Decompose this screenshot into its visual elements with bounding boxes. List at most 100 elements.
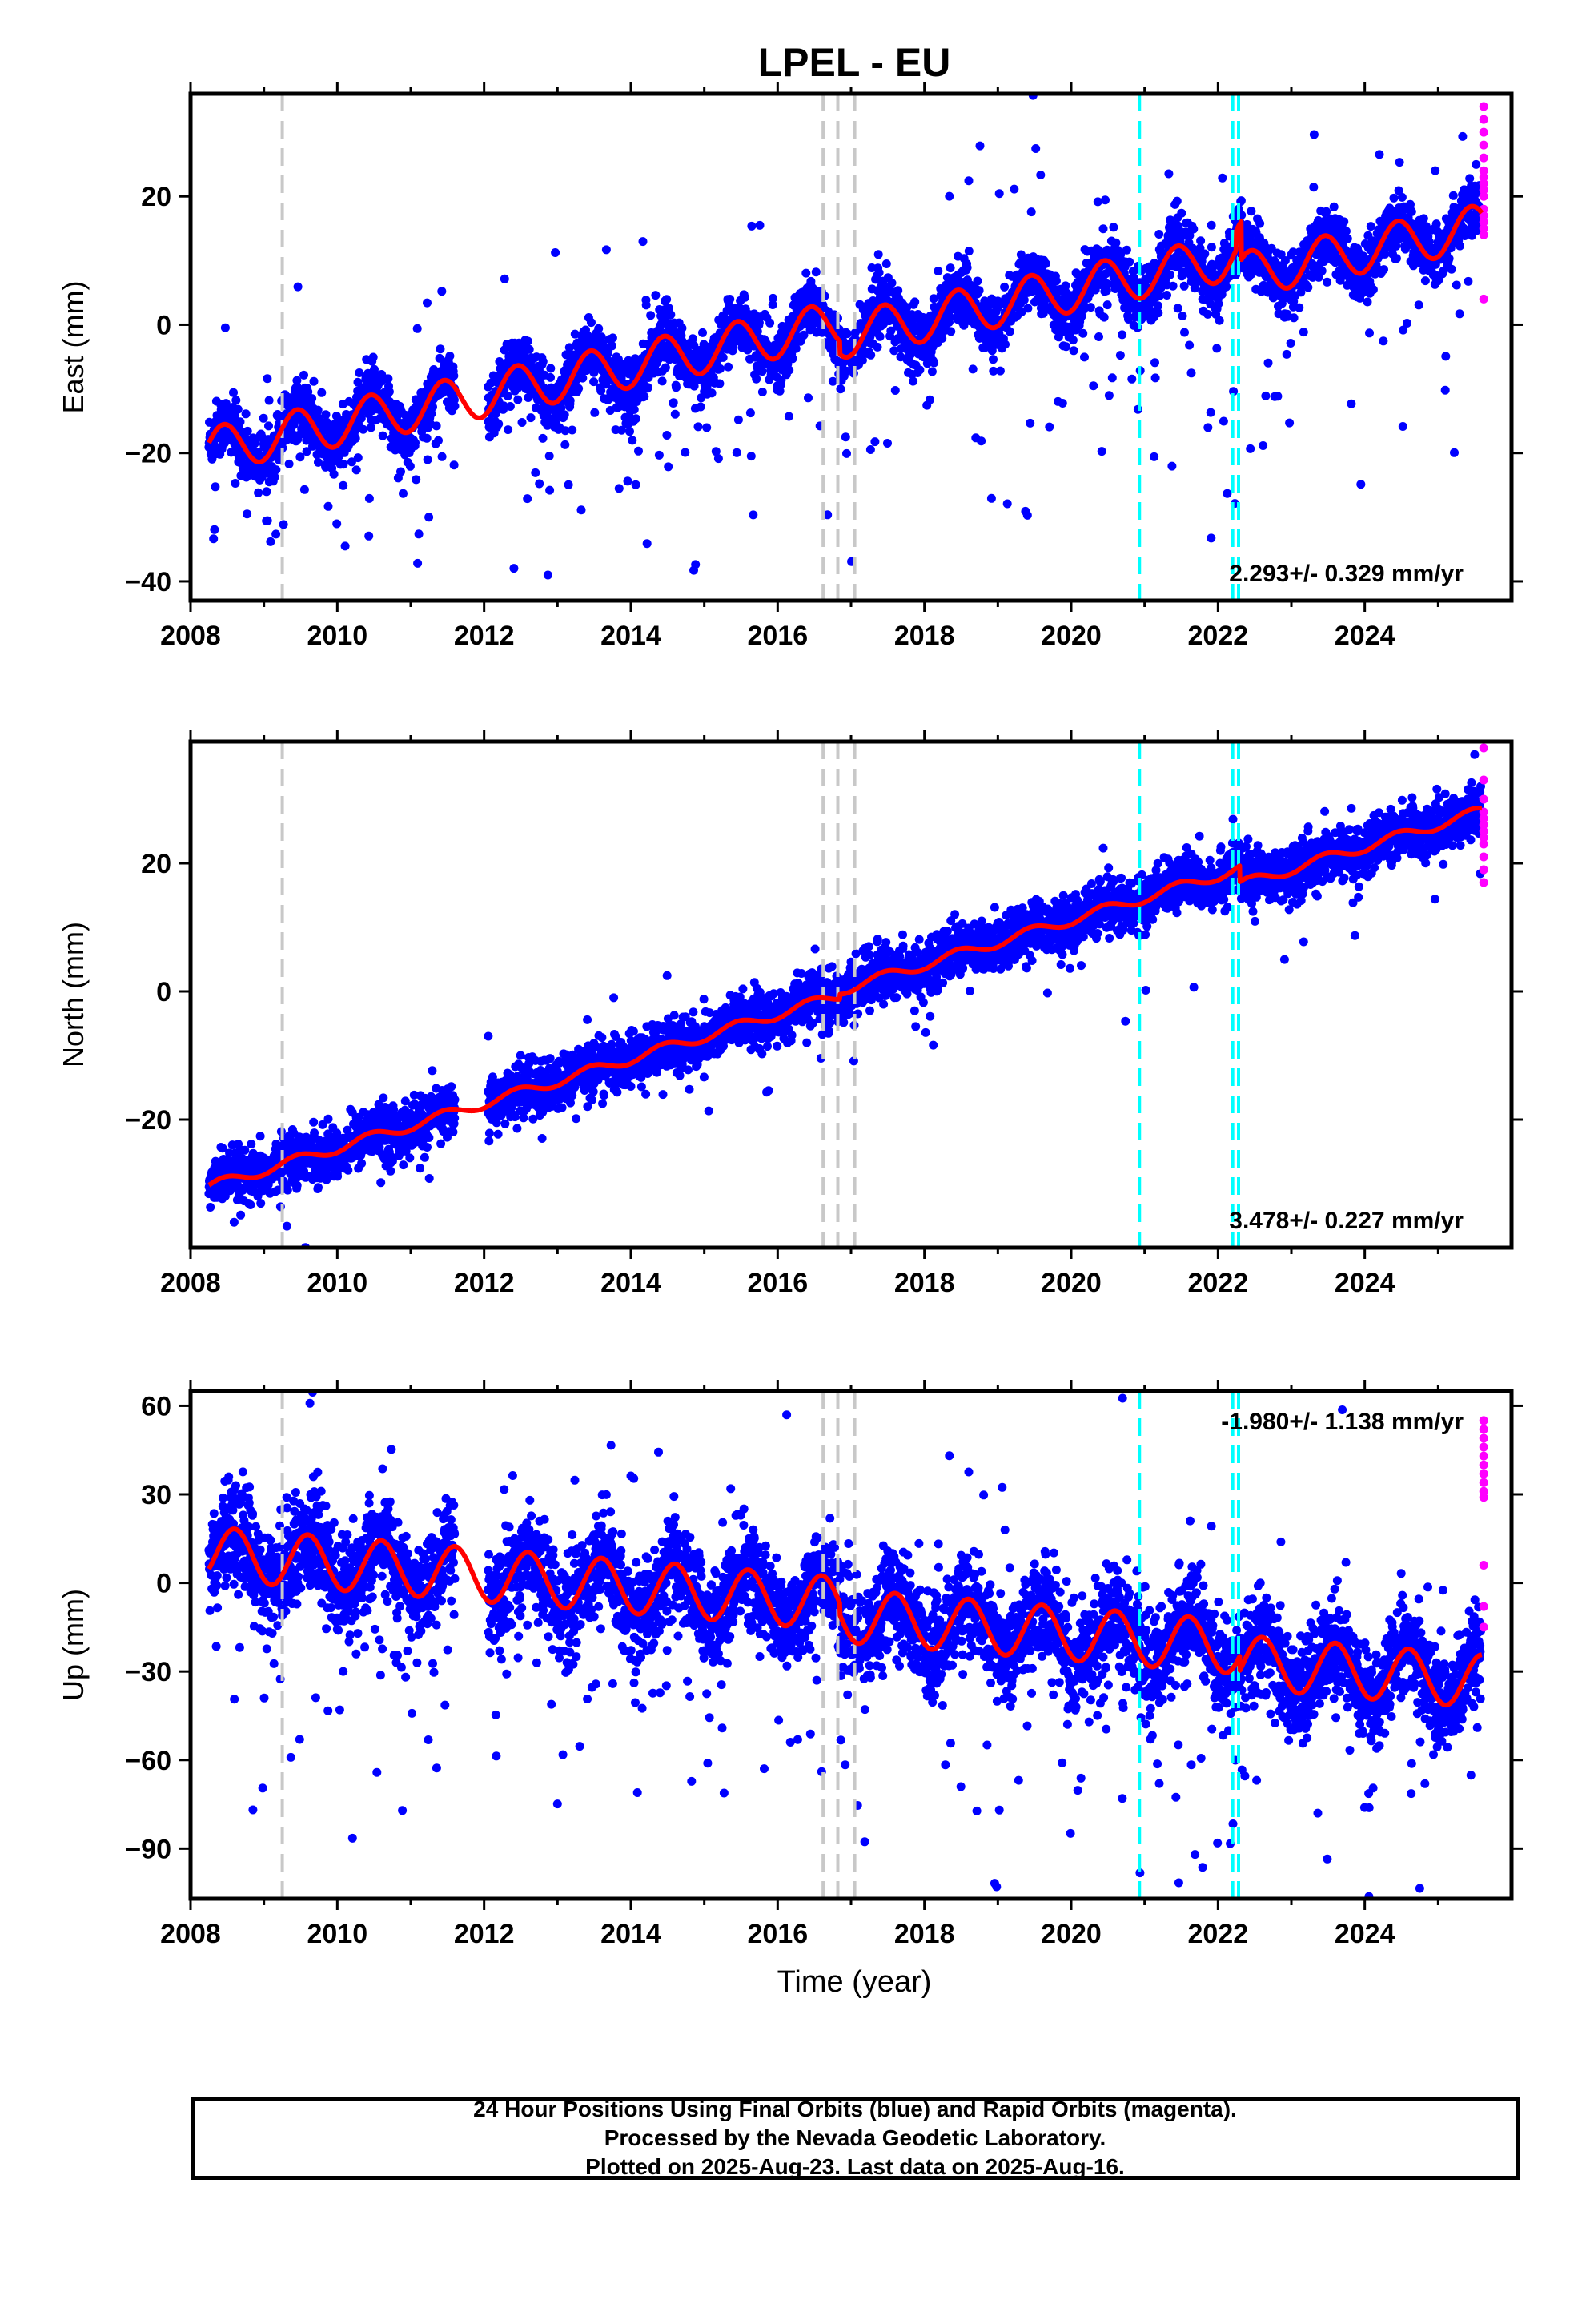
data-point [785,365,794,375]
data-point [1168,281,1178,291]
data-point [565,396,575,405]
data-point [691,560,701,569]
data-point [1125,257,1134,267]
data-point [399,489,408,498]
data-point [523,494,532,504]
data-point [749,510,758,520]
data-point [994,189,1004,199]
data-point [545,485,555,495]
data-point [1389,193,1399,203]
data-point [1323,277,1332,287]
data-point [544,452,554,460]
data-point [424,513,434,522]
data-point [784,412,793,421]
data-point [1379,265,1388,275]
data-point [842,329,852,339]
data-point [1414,300,1423,310]
data-point [576,505,586,515]
data-point [1341,227,1351,236]
data-point [1363,297,1372,307]
data-point [432,421,441,431]
data-point [715,379,725,388]
data-point [271,529,281,539]
data-point [264,396,274,405]
data-point [1407,207,1416,216]
data-point [989,355,998,364]
data-point [1154,230,1164,239]
data-point [367,423,375,432]
data-point [359,424,368,434]
data-point [263,374,272,384]
data-point [209,534,219,544]
data-point [1289,313,1299,323]
data-point [1026,418,1035,428]
data-point [672,383,681,392]
data-point [1255,219,1265,228]
data-point [1214,299,1223,308]
data-point [1375,150,1384,159]
data-point [233,404,243,414]
data-point [339,480,348,490]
data-point [450,401,460,411]
data-point [568,425,577,435]
data-point [1441,352,1451,361]
data-point [873,250,883,259]
data-point [1062,342,1071,352]
data-point [865,445,875,454]
data-point [523,336,532,346]
data-point [556,403,566,412]
data-point [733,415,743,424]
data-point [560,410,569,420]
data-point [279,520,288,529]
data-point [1099,312,1109,322]
data-point [509,564,519,573]
data-point [1403,319,1411,328]
data-point [1045,422,1054,432]
data-point [243,509,252,519]
data-point [302,447,311,456]
data-point [1368,285,1378,295]
data-point [504,425,513,435]
data-point [434,436,443,445]
data-point [927,367,937,376]
data-point [1086,303,1095,312]
data-point [1022,510,1032,520]
data-point [881,259,891,268]
data-point [1172,196,1182,206]
data-point [1419,214,1428,223]
data-point [1164,169,1174,179]
data-point [1207,220,1216,230]
east-panel: 2008 2010 2012 2014 2016 2018 2020 2022 2024−40−… [57,82,1523,651]
data-point [1444,254,1454,263]
data-point [631,480,640,489]
data-point [235,417,245,427]
data-point [1102,300,1112,310]
data-point [669,398,678,408]
data-point [405,461,415,471]
data-point [662,431,672,440]
data-point [295,452,305,462]
data-point [1058,399,1067,408]
data-point [1286,339,1295,348]
data-point [677,324,687,333]
data-point [560,440,570,449]
data-point [449,460,459,470]
data-point [1005,327,1014,336]
data-point [262,487,271,497]
data-point [946,263,955,273]
data-point [1186,368,1196,378]
data-point [1219,416,1228,426]
data-point [946,327,956,336]
data-point [1317,266,1327,275]
data-point [1329,202,1339,211]
data-point [524,344,534,354]
data-point [1185,340,1195,350]
data-point [1154,308,1163,318]
data-point [925,395,934,404]
data-point [292,376,302,385]
data-point [423,455,432,464]
data-point [299,370,308,380]
data-point [887,278,897,287]
data-point [1109,223,1118,232]
